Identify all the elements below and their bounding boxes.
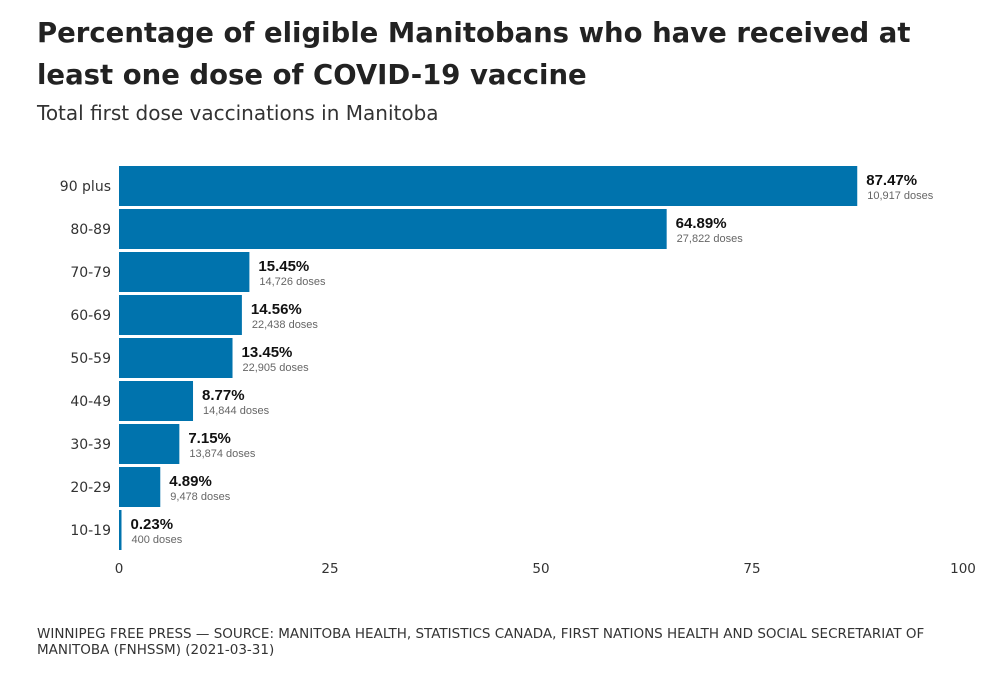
bar-70-79 xyxy=(119,252,250,292)
x-tick-label: 50 xyxy=(532,561,549,577)
value-label: 7.15% xyxy=(188,430,231,447)
dose-label: 14,726 doses xyxy=(259,276,326,288)
value-label: 14.56% xyxy=(251,301,302,318)
chart-subtitle: Total first dose vaccinations in Manitob… xyxy=(37,101,439,125)
dose-label: 10,917 doses xyxy=(867,190,934,202)
dose-label: 22,905 doses xyxy=(243,362,310,374)
value-label: 64.89% xyxy=(676,215,727,232)
value-label: 8.77% xyxy=(202,387,245,404)
category-label: 60-69 xyxy=(70,308,111,324)
x-tick-label: 25 xyxy=(321,561,338,577)
bar-30-39 xyxy=(119,424,180,464)
value-label: 0.23% xyxy=(131,516,174,533)
category-label: 90 plus xyxy=(60,179,111,195)
category-label: 30-39 xyxy=(70,437,111,453)
dose-label: 400 doses xyxy=(132,534,183,546)
value-label: 15.45% xyxy=(258,258,309,275)
category-label: 70-79 xyxy=(70,265,111,281)
dose-label: 22,438 doses xyxy=(252,319,319,331)
dose-label: 14,844 doses xyxy=(203,405,270,417)
category-label: 80-89 xyxy=(70,222,111,238)
bar-80-89 xyxy=(119,209,667,249)
dose-label: 27,822 doses xyxy=(677,233,744,245)
source-footer: WINNIPEG FREE PRESS — SOURCE: MANITOBA H… xyxy=(37,626,925,658)
category-label: 50-59 xyxy=(70,351,111,367)
chart-title: Percentage of eligible Manitobans who ha… xyxy=(37,17,911,91)
category-label: 40-49 xyxy=(70,394,111,410)
value-label: 13.45% xyxy=(242,344,293,361)
x-tick-label: 100 xyxy=(950,561,976,577)
category-label: 20-29 xyxy=(70,480,111,496)
bar-20-29 xyxy=(119,467,161,507)
bar-10-19 xyxy=(119,510,122,550)
bar-60-69 xyxy=(119,295,242,335)
bar-40-49 xyxy=(119,381,194,421)
value-label: 87.47% xyxy=(866,172,917,189)
bar-50-59 xyxy=(119,338,233,378)
dose-label: 9,478 doses xyxy=(170,491,230,503)
x-tick-label: 0 xyxy=(115,561,124,577)
x-tick-label: 75 xyxy=(743,561,760,577)
category-label: 10-19 xyxy=(70,523,111,539)
bar-90-plus xyxy=(119,166,858,206)
value-label: 4.89% xyxy=(169,473,212,490)
dose-label: 13,874 doses xyxy=(189,448,256,460)
